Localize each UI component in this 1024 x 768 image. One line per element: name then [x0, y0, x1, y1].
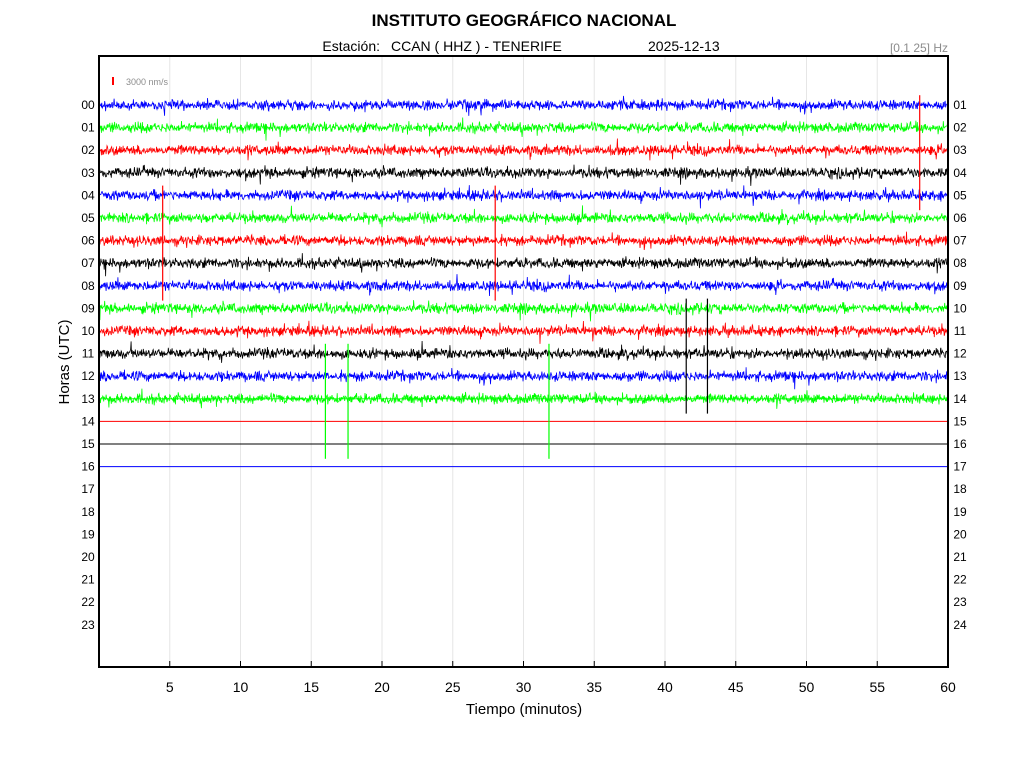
hour-label-left: 13 — [81, 392, 95, 406]
hour-label-right: 01 — [953, 98, 967, 112]
hour-label-right: 20 — [953, 527, 967, 541]
hour-label-right: 15 — [953, 414, 967, 428]
scale-bar — [112, 77, 114, 85]
hour-label-left: 05 — [81, 211, 95, 225]
trace-hour-04 — [99, 185, 949, 209]
hour-label-left: 03 — [81, 166, 95, 180]
hour-label-left: 04 — [81, 188, 95, 202]
trace-hour-11 — [98, 340, 949, 363]
hour-label-left: 11 — [82, 347, 95, 361]
trace-hour-05 — [98, 205, 949, 228]
trace-hour-08 — [98, 274, 949, 297]
station-name: CCAN ( HHZ ) - TENERIFE — [391, 38, 562, 54]
hour-label-right: 23 — [953, 595, 967, 609]
hour-label-right: 13 — [953, 369, 967, 383]
hour-label-right: 05 — [953, 188, 967, 202]
hour-label-right: 17 — [953, 460, 967, 474]
hour-label-right: 04 — [953, 166, 967, 180]
y-axis-label: Horas (UTC) — [56, 319, 73, 404]
x-tick-label: 10 — [233, 679, 249, 695]
hour-label-left: 17 — [81, 482, 95, 496]
hour-label-right: 24 — [953, 618, 967, 632]
hour-label-right: 14 — [953, 392, 967, 406]
hour-label-left: 19 — [81, 527, 95, 541]
trace-hour-10 — [98, 320, 949, 344]
x-axis-ticks: 5 10 15 20 25 30 35 40 45 50 55 60 — [166, 661, 956, 695]
hour-label-right: 03 — [953, 143, 967, 157]
hour-label-right: 08 — [953, 256, 967, 270]
hour-label-right: 16 — [953, 437, 967, 451]
x-axis-label: Tiempo (minutos) — [466, 701, 582, 718]
hour-label-right: 22 — [953, 573, 967, 587]
hour-label-left: 07 — [81, 256, 95, 270]
hour-label-left: 14 — [81, 414, 95, 428]
trace-hour-12 — [98, 367, 949, 390]
trace-hour-01 — [98, 117, 949, 141]
x-tick-label: 60 — [940, 679, 956, 695]
hour-label-right: 09 — [953, 279, 967, 293]
hour-label-right: 06 — [953, 211, 967, 225]
hour-label-left: 15 — [81, 437, 95, 451]
trace-hour-09 — [98, 300, 949, 322]
frequency-band: [0.1 25] Hz — [890, 41, 948, 55]
station-prefix: Estación: — [322, 38, 380, 54]
hour-label-left: 18 — [81, 505, 95, 519]
hour-label-left: 12 — [81, 369, 95, 383]
plot-frame — [98, 55, 949, 668]
x-tick-label: 35 — [586, 679, 602, 695]
hour-label-right: 19 — [953, 505, 967, 519]
x-tick-label: 15 — [303, 679, 319, 695]
chart-date: 2025-12-13 — [648, 38, 720, 54]
scale-label: 3000 nm/s — [126, 77, 169, 87]
grid-lines — [169, 56, 878, 667]
x-tick-label: 45 — [728, 679, 744, 695]
hour-labels-right: 01 02 03 04 05 06 07 08 09 10 11 12 13 14 15 16 17 18 19 20… — [953, 98, 967, 632]
trace-hour-06 — [98, 231, 949, 251]
trace-hour-00 — [98, 95, 949, 116]
seismic-traces — [98, 95, 949, 468]
hour-label-right: 18 — [953, 482, 967, 496]
hour-label-right: 11 — [954, 324, 967, 338]
hour-label-right: 02 — [953, 121, 967, 135]
hour-label-left: 08 — [81, 279, 95, 293]
hour-label-left: 00 — [81, 98, 95, 112]
hour-label-left: 10 — [81, 324, 95, 338]
x-tick-label: 55 — [869, 679, 885, 695]
hour-label-left: 01 — [81, 121, 95, 135]
hour-label-left: 09 — [81, 301, 95, 315]
trace-hour-03 — [98, 164, 949, 186]
x-tick-label: 25 — [445, 679, 461, 695]
hour-label-left: 22 — [81, 595, 95, 609]
chart-title: INSTITUTO GEOGRÁFICO NACIONAL — [372, 11, 677, 30]
hour-label-right: 12 — [953, 347, 967, 361]
hour-label-left: 20 — [81, 550, 95, 564]
x-tick-label: 30 — [516, 679, 532, 695]
trace-hour-02 — [98, 138, 949, 161]
x-tick-label: 40 — [657, 679, 673, 695]
trace-hour-07 — [98, 253, 949, 277]
hour-label-left: 02 — [81, 143, 95, 157]
hour-label-right: 07 — [953, 234, 967, 248]
x-tick-label: 20 — [374, 679, 390, 695]
hour-label-left: 21 — [81, 573, 95, 587]
x-tick-label: 5 — [166, 679, 174, 695]
hour-label-left: 23 — [81, 618, 95, 632]
hour-label-left: 16 — [81, 460, 95, 474]
hour-label-right: 21 — [953, 550, 967, 564]
hour-label-right: 10 — [953, 301, 967, 315]
x-tick-label: 50 — [799, 679, 815, 695]
hour-label-left: 06 — [81, 234, 95, 248]
trace-hour-13 — [98, 388, 949, 409]
hour-labels-left: 00 01 02 03 04 05 06 07 08 09 10 11 12 13 14 15 16 17 18 19… — [81, 98, 95, 632]
